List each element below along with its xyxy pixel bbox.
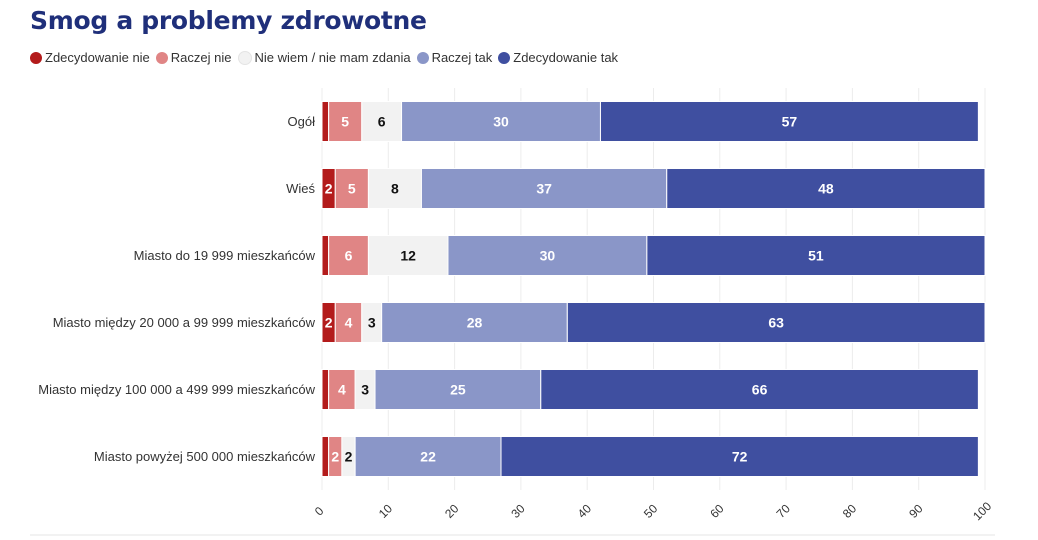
- data-label: 66: [752, 382, 768, 398]
- data-label: 22: [420, 449, 436, 465]
- legend-label: Zdecydowanie nie: [45, 50, 150, 65]
- bar-segment: [420, 168, 668, 209]
- bar-segment: [646, 235, 986, 276]
- data-label: 12: [400, 248, 416, 264]
- x-tick-label: 100: [970, 499, 994, 523]
- legend-label: Nie wiem / nie mam zdania: [254, 50, 411, 65]
- data-label: 30: [540, 248, 556, 264]
- x-tick-label: 70: [774, 501, 794, 521]
- x-tick-label: 60: [707, 501, 727, 521]
- x-tick-label: 30: [508, 501, 528, 521]
- legend-item-3[interactable]: Raczej tak: [416, 50, 493, 65]
- data-label: 63: [768, 315, 784, 331]
- bar-segment: [321, 101, 330, 142]
- data-label: 28: [467, 315, 483, 331]
- data-label: 6: [378, 114, 386, 130]
- x-tick-label: 40: [575, 501, 595, 521]
- x-tick-label: 0: [312, 504, 327, 519]
- data-label: 2: [345, 449, 353, 465]
- data-label: 2: [325, 181, 333, 197]
- bar-segment: [447, 235, 648, 276]
- legend-swatch: [416, 51, 429, 64]
- bar-segment: [361, 101, 403, 142]
- bar-segment: [321, 436, 330, 477]
- data-label: 2: [331, 449, 339, 465]
- legend-swatch: [30, 51, 42, 64]
- bar-segment: [328, 235, 369, 276]
- data-label: 4: [338, 382, 346, 398]
- x-tick-label: 80: [840, 501, 860, 521]
- data-label: 3: [361, 382, 369, 398]
- data-label: 6: [345, 248, 353, 264]
- legend-swatch: [155, 51, 168, 64]
- bar-segment: [367, 235, 449, 276]
- category-label: Miasto między 100 000 a 499 999 mieszkań…: [38, 382, 315, 397]
- data-label: 51: [808, 248, 824, 264]
- bar-segment: [374, 369, 542, 410]
- bar-segment: [599, 101, 979, 142]
- data-label: 48: [818, 181, 834, 197]
- bar-segment: [321, 369, 330, 410]
- data-label: 57: [782, 114, 798, 130]
- legend-item-1[interactable]: Raczej nie: [155, 50, 232, 65]
- x-tick-label: 50: [641, 501, 661, 521]
- legend-label: Zdecydowanie tak: [513, 50, 619, 65]
- bar-segment: [666, 168, 986, 209]
- bar-segment: [540, 369, 979, 410]
- legend-item-2[interactable]: Nie wiem / nie mam zdania: [237, 50, 411, 65]
- bar-segment: [334, 168, 369, 209]
- bar-segment: [381, 302, 568, 343]
- chart-legend: Zdecydowanie nie Raczej nie Nie wiem / nie…: [30, 50, 624, 65]
- category-label: Miasto do 19 999 mieszkańców: [134, 248, 316, 263]
- bar-segment: [321, 235, 330, 276]
- data-label: 2: [325, 315, 333, 331]
- bar-segment: [566, 302, 986, 343]
- legend-swatch: [498, 51, 511, 64]
- category-label: Miasto między 20 000 a 99 999 mieszkańcó…: [53, 315, 316, 330]
- data-label: 30: [493, 114, 509, 130]
- category-label: Wieś: [286, 181, 315, 196]
- data-label: 25: [450, 382, 466, 398]
- legend-item-0[interactable]: Zdecydowanie nie: [30, 50, 150, 65]
- x-tick-label: 20: [442, 501, 462, 521]
- data-label: 3: [368, 315, 376, 331]
- bar-segment: [500, 436, 979, 477]
- legend-label: Raczej tak: [431, 50, 493, 65]
- x-tick-label: 90: [906, 501, 926, 521]
- data-label: 37: [536, 181, 552, 197]
- data-label: 5: [341, 114, 349, 130]
- legend-label: Raczej nie: [170, 50, 232, 65]
- category-label: Ogół: [288, 114, 316, 129]
- data-label: 5: [348, 181, 356, 197]
- legend-item-4[interactable]: Zdecydowanie tak: [498, 50, 618, 65]
- data-label: 4: [345, 315, 353, 331]
- legend-swatch: [237, 50, 252, 65]
- x-tick-label: 10: [376, 501, 396, 521]
- chart-title: Smog a problemy zdrowotne: [30, 6, 427, 35]
- bar-segment: [401, 101, 601, 142]
- data-label: 72: [732, 449, 748, 465]
- data-label: 8: [391, 181, 399, 197]
- category-label: Miasto powyżej 500 000 mieszkańców: [94, 449, 316, 464]
- bar-segment: [328, 101, 363, 142]
